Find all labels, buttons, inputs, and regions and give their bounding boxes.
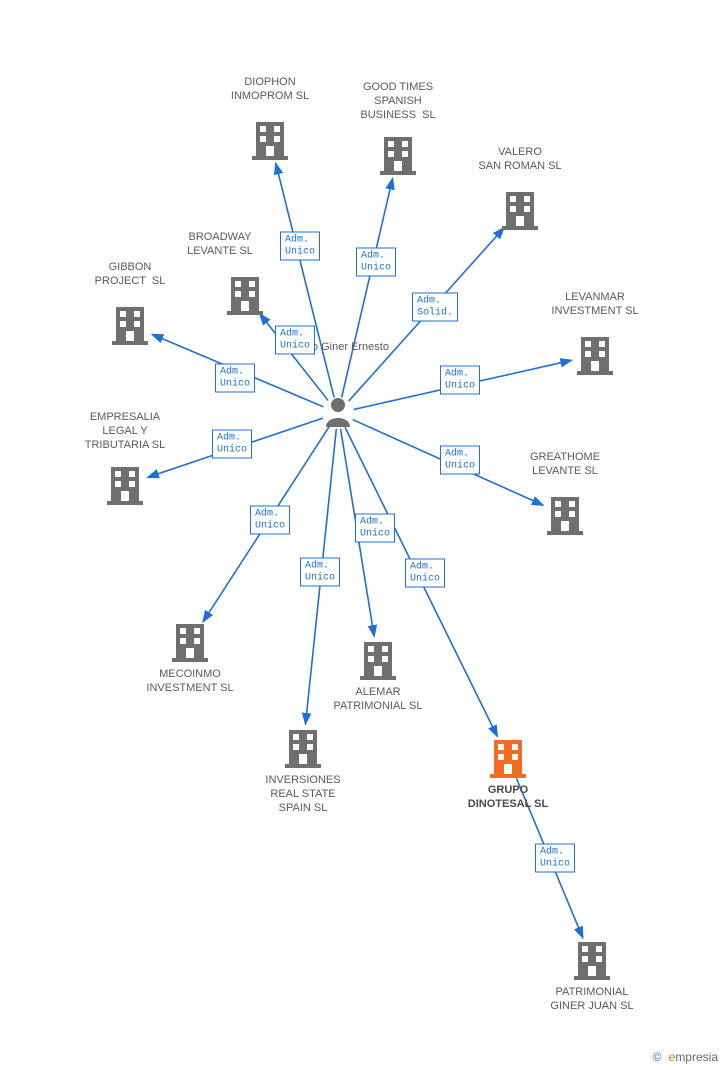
brand-rest: mpresia (675, 1050, 718, 1064)
edge-label: Adm. Unico (440, 446, 480, 475)
edge-label: Adm. Unico (212, 430, 252, 459)
building-icon (547, 497, 583, 535)
building-icon (252, 122, 288, 160)
building-icon (107, 467, 143, 505)
edge (342, 178, 393, 397)
building-icon (380, 137, 416, 175)
building-icon (285, 730, 321, 768)
building-icon (502, 192, 538, 230)
node-label: BROADWAY LEVANTE SL (187, 231, 253, 259)
copyright-symbol: © (652, 1050, 661, 1064)
edge-label: Adm. Unico (275, 326, 315, 355)
node-label: EMPRESALIA LEGAL Y TRIBUTARIA SL (85, 411, 165, 452)
building-icon (227, 277, 263, 315)
person-icon (326, 398, 350, 427)
node-label: ALEMAR PATRIMONIAL SL (333, 686, 422, 714)
building-icon-highlight (490, 740, 526, 778)
edge-label: Adm. Unico (250, 506, 290, 535)
node-label: INVERSIONES REAL STATE SPAIN SL (265, 774, 340, 815)
building-icon (360, 642, 396, 680)
node-label: DIOPHON INMOPROM SL (231, 76, 309, 104)
building-icon (574, 942, 610, 980)
footer-credit: © empresia (652, 1050, 718, 1064)
edge-label: Adm. Unico (356, 248, 396, 277)
building-icon (172, 624, 208, 662)
edge-label: Adm. Unico (280, 232, 320, 261)
edge-label: Adm. Unico (355, 514, 395, 543)
node-label: LEVANMAR INVESTMENT SL (551, 291, 638, 319)
building-icon (577, 337, 613, 375)
node-label: GOOD TIMES SPANISH BUSINESS SL (360, 81, 435, 122)
node-label: GREATHOME LEVANTE SL (530, 451, 600, 479)
edge (276, 163, 334, 397)
edge-label: Adm. Unico (405, 559, 445, 588)
node-label: GIBBON PROJECT SL (95, 261, 166, 289)
edge-label: Adm. Unico (535, 844, 575, 873)
edge-label: Adm. Unico (440, 366, 480, 395)
edge-label: Adm. Unico (300, 558, 340, 587)
node-label: GRUPO DINOTESAL SL (468, 784, 548, 812)
edge-label: Adm. Solid. (412, 293, 458, 322)
node-label: PATRIMONIAL GINER JUAN SL (550, 986, 633, 1014)
node-label: VALERO SAN ROMAN SL (478, 146, 561, 174)
building-icon (112, 307, 148, 345)
edge-label: Adm. Unico (215, 364, 255, 393)
node-label: MECOINMO INVESTMENT SL (146, 668, 233, 696)
